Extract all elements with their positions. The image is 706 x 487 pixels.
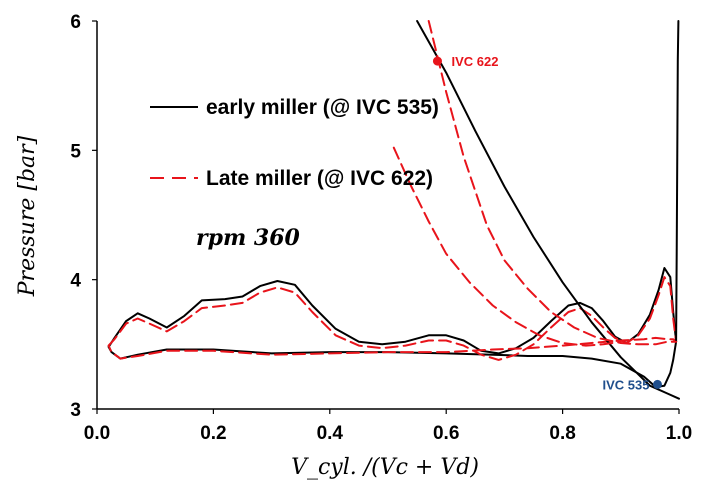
series-line-4 [427,20,678,346]
x-axis-label: V_cyl. /(Vc + Vd) [291,455,479,480]
legend-label-early-miller: early miller (@ IVC 535) [206,96,439,119]
x-tick-label: 0.2 [200,423,226,444]
y-tick-label: 4 [70,271,81,292]
rpm-annotation: rpm 360 [196,225,301,251]
y-tick-label: 6 [70,12,81,33]
point-label-1: IVC 535 [602,377,649,392]
x-tick-label: 0.4 [317,423,344,444]
marked-points: IVC 622 IVC 535 [432,54,662,392]
x-tick-label: 0.8 [549,423,575,444]
x-tick-label: 0.6 [433,423,459,444]
x-tick-label: 0.0 [84,423,110,444]
series-line-2 [675,20,680,343]
axes [92,20,680,414]
series-line-5 [392,146,622,347]
series-line-3 [416,20,680,400]
tick-labels: 0.0 0.2 0.4 0.6 0.8 1.0 3 4 5 6 [70,12,692,444]
y-axis-label: Pressure [bar] [15,135,40,297]
legend: early miller (@ IVC 535) Late miller (@ … [150,96,439,190]
series-line-0 [107,267,678,388]
series-lines [107,20,680,400]
x-tick-label: 1.0 [666,423,692,444]
y-tick-label: 3 [70,400,81,421]
point-marker-1 [652,379,662,389]
legend-label-late-miller: Late miller (@ IVC 622) [206,167,433,190]
y-tick-label: 5 [70,141,81,162]
point-label-0: IVC 622 [451,54,498,69]
point-marker-0 [432,56,442,66]
series-line-1 [107,276,678,361]
